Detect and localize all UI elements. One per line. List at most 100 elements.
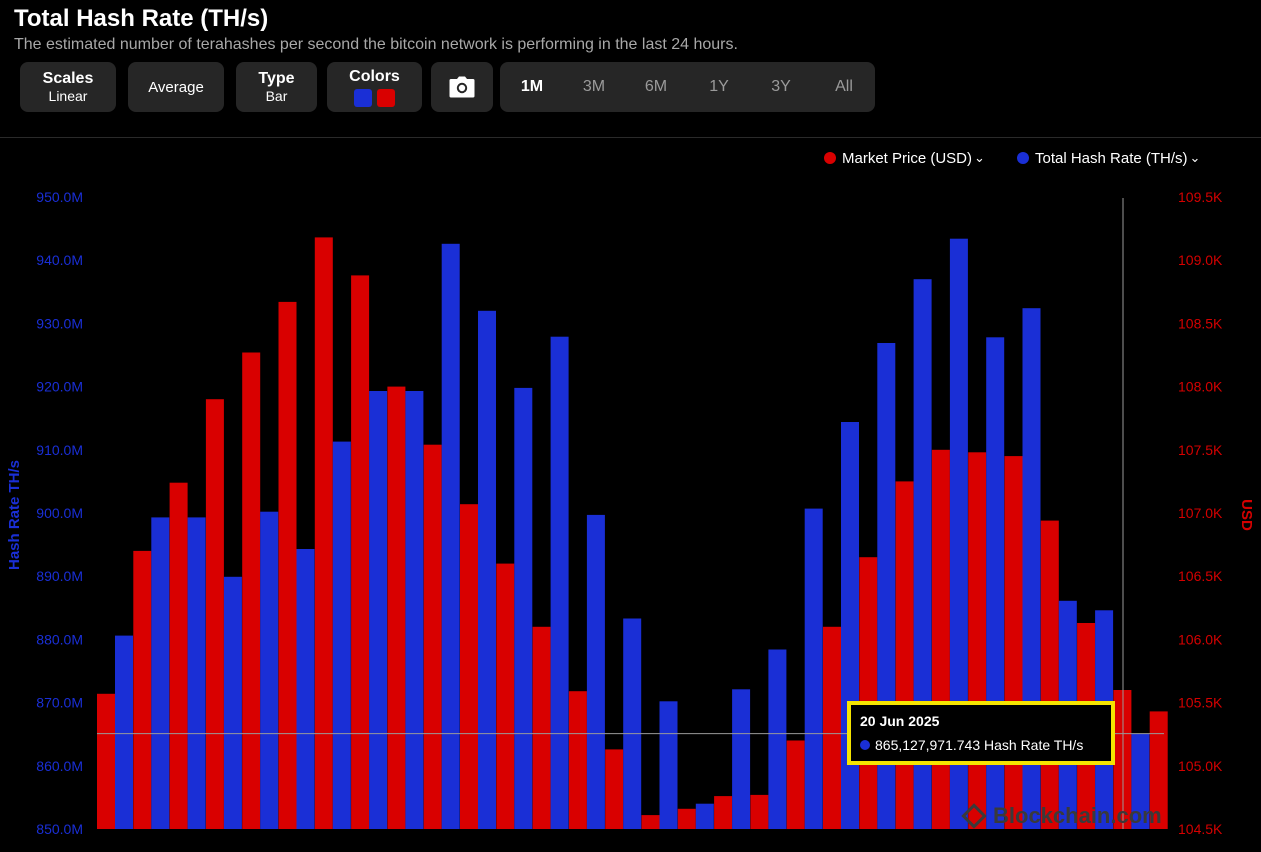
hash-rate-bar (478, 310, 496, 829)
right-axis-ticks: 104.5K 105.0K 105.5K 106.0K 106.5K 107.0K 107.… (1178, 189, 1223, 837)
market-price-bar (532, 626, 551, 829)
market-price-legend-dot (824, 152, 836, 164)
chevron-down-icon: ⌄ (974, 150, 985, 165)
left-axis-tick-label: 890.0M (36, 568, 83, 584)
right-axis-tick-label: 105.0K (1178, 758, 1223, 774)
scales-button[interactable]: Scales Linear (20, 62, 116, 112)
market-price-bar (786, 740, 805, 829)
hash-rate-bar (115, 635, 133, 829)
right-axis-tick-label: 107.0K (1178, 505, 1223, 521)
hash-rate-bar (369, 391, 388, 829)
colors-label: Colors (349, 68, 400, 85)
market-price-bar (968, 452, 987, 829)
market-price-bar (205, 399, 224, 829)
market-price-bar (496, 563, 515, 829)
left-axis-tick-label: 900.0M (36, 505, 83, 521)
left-axis-tick-label: 920.0M (36, 379, 83, 395)
hash-rate-legend-label: Total Hash Rate (TH/s) (1035, 149, 1188, 167)
tooltip-row: 865,127,971.743 Hash Rate TH/s (860, 737, 1102, 753)
market-price-bar (1113, 690, 1132, 829)
market-price-bar (314, 237, 333, 829)
hash-rate-legend-dot (1017, 152, 1029, 164)
market-price-bar (641, 815, 660, 829)
hash-rate-bar (732, 689, 751, 829)
market-price-bar (351, 275, 370, 829)
market-price-color-swatch[interactable] (377, 89, 395, 107)
range-all-button[interactable]: All (835, 78, 853, 95)
scales-label: Scales (42, 70, 94, 87)
hash-rate-bar (151, 517, 170, 829)
market-price-bar (750, 794, 769, 829)
hash-rate-bar (623, 618, 642, 829)
type-value: Bar (265, 88, 288, 104)
range-3m-button[interactable]: 3M (582, 78, 606, 95)
colors-button[interactable]: Colors (327, 62, 422, 112)
hash-rate-bar (441, 243, 460, 830)
market-price-bar (169, 482, 188, 829)
market-price-bar (97, 693, 115, 829)
hash-rate-bar (913, 279, 932, 829)
market-price-legend-label: Market Price (USD) (842, 149, 973, 167)
market-price-bar (568, 691, 587, 829)
right-axis-tick-label: 104.5K (1178, 821, 1223, 837)
chevron-down-icon: ⌄ (1189, 150, 1201, 165)
hash-rate-bar (1131, 733, 1150, 829)
right-axis-tick-label: 109.0K (1178, 252, 1223, 268)
camera-icon (449, 76, 475, 98)
hash-rate-color-swatch[interactable] (354, 89, 372, 107)
market-price-bar (133, 550, 152, 829)
average-label: Average (148, 78, 204, 96)
type-button[interactable]: Type Bar (236, 62, 317, 112)
legend-item-market-price[interactable]: Market Price (USD) ⌄ (824, 147, 985, 169)
scales-value: Linear (48, 88, 88, 104)
hash-rate-bar (1022, 308, 1041, 829)
hash-rate-bar (260, 511, 279, 829)
tooltip-series-dot (860, 740, 870, 750)
market-price-bar (859, 557, 878, 829)
tooltip-value: 865,127,971.743 Hash Rate TH/s (875, 737, 1084, 753)
market-price-bar (605, 749, 624, 829)
market-price-bar (1004, 456, 1023, 829)
hash-rate-bar (187, 517, 206, 829)
range-1y-button[interactable]: 1Y (709, 78, 729, 95)
range-1m-button[interactable]: 1M (520, 78, 544, 95)
left-axis-tick-label: 930.0M (36, 315, 83, 331)
market-price-bar (278, 301, 297, 829)
watermark-text: Blockchain.com (993, 803, 1162, 828)
page-subtitle: The estimated number of terahashes per s… (14, 36, 738, 53)
market-price-bar (1149, 711, 1168, 829)
average-button[interactable]: Average (128, 62, 224, 112)
blockchain-logo-icon (961, 803, 987, 829)
hash-rate-bar (223, 576, 242, 829)
screenshot-button[interactable] (431, 62, 493, 112)
left-axis-tick-label: 860.0M (36, 758, 83, 774)
type-label: Type (258, 70, 295, 87)
hash-rate-bar (695, 803, 714, 829)
blockchain-watermark: Blockchain.com (961, 803, 1162, 829)
hash-rate-bar (841, 422, 859, 829)
right-axis-tick-label: 106.0K (1178, 631, 1223, 647)
market-price-bar (1040, 520, 1059, 829)
legend-item-hash-rate[interactable]: Total Hash Rate (TH/s) ⌄ (1017, 147, 1200, 169)
hash-rate-bar (949, 238, 968, 829)
right-axis-tick-label: 107.5K (1178, 442, 1223, 458)
hash-rate-bar (405, 391, 424, 829)
market-price-bar (931, 449, 950, 829)
market-price-bar (423, 444, 442, 829)
hash-rate-bar (514, 387, 533, 829)
left-axis-label: Hash Rate TH/s (6, 460, 23, 570)
hash-rate-bar (804, 508, 823, 829)
hash-rate-bar (550, 336, 569, 829)
market-price-bar (677, 808, 696, 829)
right-axis-label: USD (1238, 499, 1255, 531)
hash-rate-bar (332, 441, 351, 829)
left-axis-tick-label: 950.0M (36, 189, 83, 205)
left-axis-tick-label: 880.0M (36, 631, 83, 647)
time-range-selector: 1M 3M 6M 1Y 3Y All (500, 62, 875, 112)
range-6m-button[interactable]: 6M (644, 78, 668, 95)
color-swatches (354, 89, 395, 107)
left-axis-tick-label: 940.0M (36, 252, 83, 268)
right-axis-tick-label: 106.5K (1178, 568, 1223, 584)
right-axis-tick-label: 105.5K (1178, 695, 1223, 711)
range-3y-button[interactable]: 3Y (771, 78, 791, 95)
